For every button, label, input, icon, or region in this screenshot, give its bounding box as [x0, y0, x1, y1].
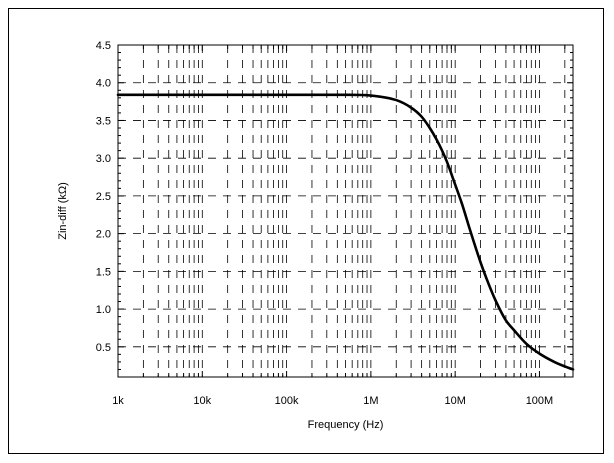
x-tick-label: 10M: [444, 395, 465, 407]
y-tick-label: 1.5: [96, 266, 111, 278]
y-tick-label: 3.5: [96, 115, 111, 127]
y-tick-label: 3.0: [96, 153, 111, 165]
y-tick-label: 4.5: [96, 40, 111, 52]
y-tick-label: 1.0: [96, 304, 111, 316]
series-line: [116, 93, 575, 371]
x-tick-label: 1k: [112, 395, 124, 407]
x-tick-label: 1M: [363, 395, 378, 407]
y-axis-label: Zin-diff (kΩ): [57, 182, 69, 240]
y-tick-label: 2.0: [96, 229, 111, 241]
grid: [118, 45, 573, 377]
y-tick-label: 0.5: [96, 342, 111, 354]
x-tick-label: 10k: [193, 395, 211, 407]
x-tick-labels: 1k 10k 100k 1M 10M 100M: [112, 395, 553, 407]
x-tick-label: 100M: [526, 395, 554, 407]
y-tick-label: 4.0: [96, 78, 111, 90]
y-tick-labels: 0.5 1.0 1.5 2.0 2.5 3.0 3.5 4.0 4.5: [96, 40, 111, 354]
x-tick-label: 100k: [275, 395, 299, 407]
tick-marks: [118, 44, 573, 378]
chart-frame: [8, 8, 604, 454]
y-tick-label: 2.5: [96, 191, 111, 203]
x-axis-label: Frequency (Hz): [308, 419, 384, 431]
